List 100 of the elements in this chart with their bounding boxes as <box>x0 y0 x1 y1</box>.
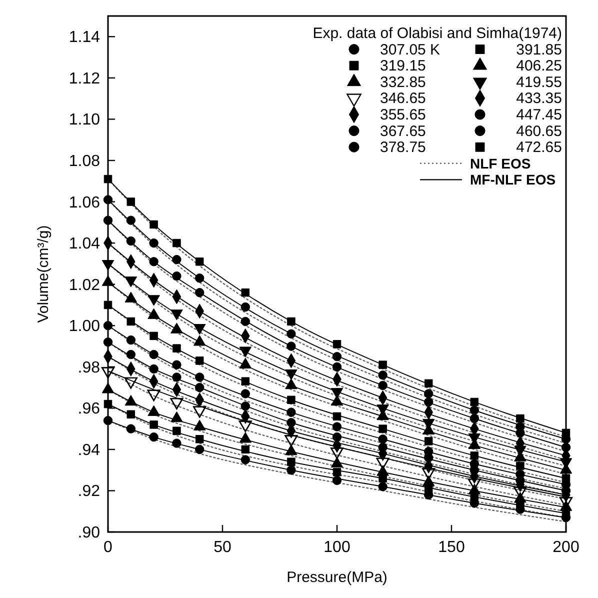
point <box>172 438 182 448</box>
point <box>332 412 342 421</box>
point <box>240 316 250 326</box>
point <box>332 476 342 486</box>
point <box>287 396 296 404</box>
y-tick-label: .92 <box>78 483 100 500</box>
point <box>240 401 250 411</box>
point <box>194 382 204 392</box>
point <box>516 462 524 470</box>
point <box>286 329 296 338</box>
point <box>194 372 204 382</box>
legend-label: 367.65 <box>380 122 426 140</box>
x-tick-label: 50 <box>214 539 232 556</box>
point <box>332 340 342 348</box>
point <box>126 236 136 246</box>
y-tick-label: .90 <box>78 524 100 542</box>
x-tick-label: 0 <box>104 539 113 556</box>
point <box>287 458 296 466</box>
y-tick-label: 1.12 <box>68 70 100 88</box>
legend-label: 378.75 <box>380 139 426 156</box>
point <box>150 332 158 340</box>
legend-label: 406.25 <box>516 58 562 75</box>
point <box>240 302 250 312</box>
point <box>195 257 204 266</box>
y-tick-label: .94 <box>78 442 100 459</box>
y-tick-label: 1.10 <box>68 112 100 129</box>
point <box>378 434 388 444</box>
point <box>424 397 434 407</box>
point <box>240 389 250 398</box>
point <box>286 408 296 417</box>
point <box>149 257 158 266</box>
point <box>194 444 204 454</box>
point <box>172 344 181 352</box>
point <box>149 238 158 248</box>
legend-label: MF-NLF EOS <box>470 172 556 188</box>
y-tick-label: 1.14 <box>68 29 100 46</box>
point <box>470 459 480 468</box>
point <box>150 420 158 429</box>
y-tick-label: 1.00 <box>68 318 100 336</box>
point <box>378 380 388 390</box>
point <box>172 254 182 264</box>
y-tick-label: 1.06 <box>68 194 100 212</box>
x-axis-title: Pressure(MPa) <box>286 569 388 586</box>
point <box>195 356 204 365</box>
point <box>332 352 342 362</box>
point <box>240 455 250 464</box>
point <box>150 220 158 229</box>
point <box>194 274 204 283</box>
point <box>332 432 342 442</box>
point <box>149 350 158 360</box>
y-tick-label: 1.04 <box>68 236 100 253</box>
point <box>126 424 136 434</box>
y-axis-title: Volume(cm³/g) <box>35 225 52 323</box>
legend-label: NLF EOS <box>470 155 531 172</box>
point <box>378 370 388 380</box>
legend-label: 472.65 <box>516 139 562 156</box>
point <box>286 418 296 428</box>
point <box>195 434 204 444</box>
point <box>172 372 182 382</box>
point <box>470 452 479 460</box>
point <box>424 379 433 388</box>
legend-label: 391.85 <box>516 41 562 58</box>
point <box>424 389 434 398</box>
point <box>241 445 250 454</box>
point <box>332 422 342 432</box>
x-tick-label: 150 <box>438 539 465 556</box>
legend-label: 433.35 <box>516 90 562 108</box>
point <box>332 362 342 372</box>
point <box>194 288 204 298</box>
y-tick-label: 1.02 <box>68 276 100 294</box>
legend-label: 460.65 <box>516 122 562 140</box>
point <box>172 426 181 435</box>
legend-label: 447.45 <box>516 106 562 124</box>
point <box>149 364 158 374</box>
point <box>378 360 387 369</box>
y-tick-label: 1.08 <box>68 152 100 170</box>
legend-label: 319.15 <box>380 58 426 75</box>
point <box>126 216 136 225</box>
point <box>126 410 136 418</box>
point <box>286 465 296 475</box>
point <box>424 446 434 456</box>
point <box>126 198 136 206</box>
point <box>470 398 479 406</box>
point <box>241 377 250 386</box>
point <box>287 317 296 326</box>
point <box>332 468 342 476</box>
point <box>172 238 181 248</box>
y-tick-label: .98 <box>78 359 100 376</box>
point <box>126 317 136 326</box>
point <box>378 442 388 452</box>
legend-label: 307.05 K <box>380 41 440 58</box>
point <box>470 414 480 424</box>
point <box>286 342 296 351</box>
legend-label: 419.55 <box>516 74 562 91</box>
point <box>172 271 182 281</box>
legend-label: 355.65 <box>380 106 426 124</box>
point <box>516 414 524 423</box>
point <box>424 437 433 446</box>
point <box>172 360 182 370</box>
point <box>470 406 480 415</box>
